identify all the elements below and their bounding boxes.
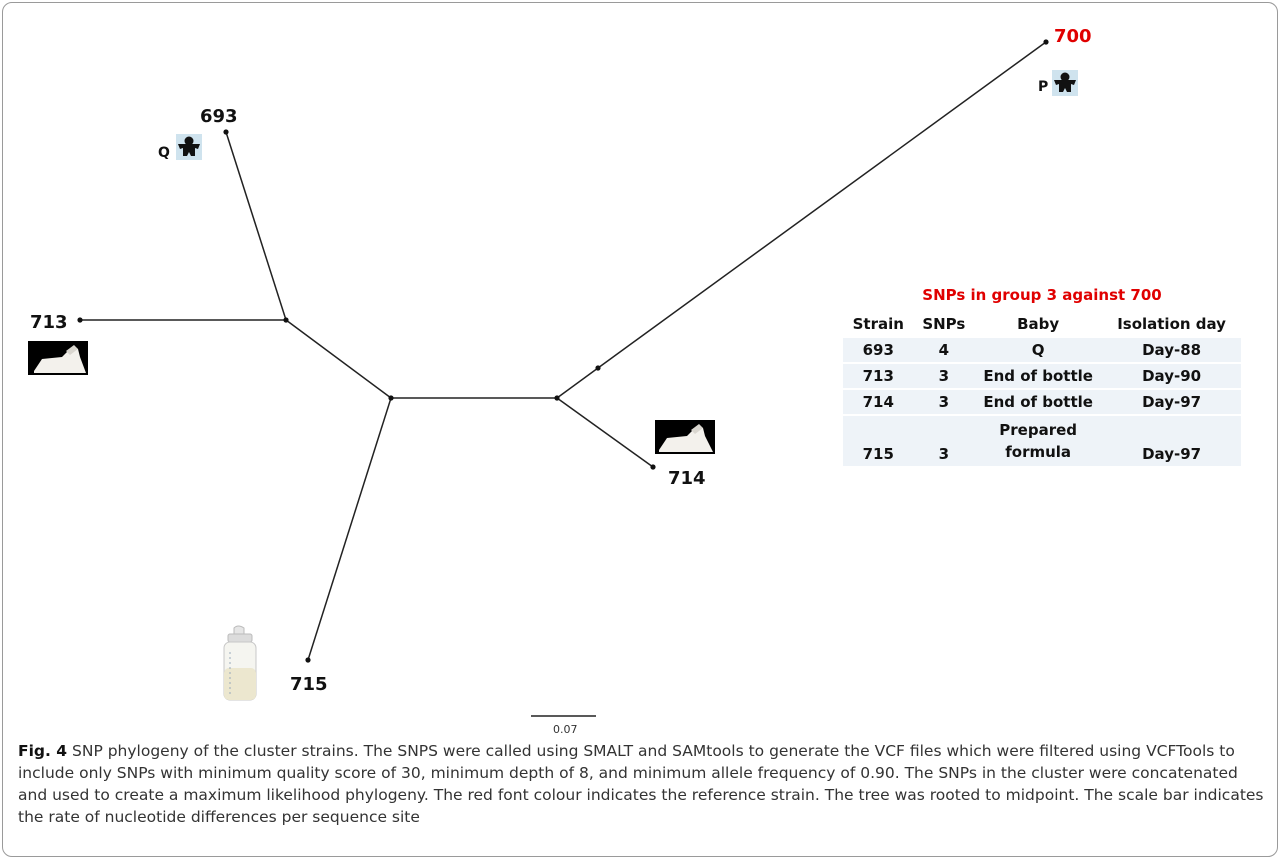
cell-strain: 715: [843, 416, 914, 466]
branch-700-stem: [556, 367, 599, 399]
table-row: 714 3 End of bottle Day-97: [843, 390, 1241, 414]
cell-strain: 693: [843, 338, 914, 362]
cell-strain: 713: [843, 364, 914, 388]
tip-node-715: [305, 657, 311, 663]
tip-node-714: [650, 464, 656, 470]
cell-baby: Q: [974, 338, 1103, 362]
cell-snps: 3: [913, 390, 975, 414]
tip-label-693: 693: [200, 106, 238, 127]
internal-node-d: [595, 365, 601, 371]
table-row: 715 3 Prepared formula Day-97: [843, 416, 1241, 466]
header-isolation-day: Isolation day: [1102, 312, 1241, 336]
header-strain: Strain: [843, 312, 914, 336]
cell-baby: Prepared formula: [974, 416, 1103, 466]
branch-700: [597, 41, 1047, 369]
tip-label-713: 713: [30, 312, 68, 333]
baby-icon-700: [1052, 70, 1078, 96]
tip-label-715: 715: [290, 674, 328, 695]
tip-node-713: [77, 317, 83, 323]
table-row: 693 4 Q Day-88: [843, 338, 1241, 362]
caption-label: Fig. 4: [18, 742, 68, 760]
cell-baby: End of bottle: [974, 364, 1103, 388]
cell-baby: End of bottle: [974, 390, 1103, 414]
scale-bar-label: 0.07: [553, 723, 578, 736]
branch-714: [556, 397, 654, 468]
bottle-end-icon-713: [28, 341, 88, 375]
feeding-bottle-icon-715: [223, 625, 257, 701]
branch-715: [307, 397, 392, 661]
cell-isolation-day: Day-88: [1102, 338, 1241, 362]
baby-icon-693: [176, 134, 202, 160]
internal-node-a: [283, 317, 289, 323]
snp-table-title: SNPs in group 3 against 700: [922, 286, 1162, 304]
cell-snps: 3: [913, 364, 975, 388]
tip-label-714: 714: [668, 468, 706, 489]
bottle-end-icon-714: [655, 420, 715, 454]
caption-text: SNP phylogeny of the cluster strains. Th…: [18, 742, 1264, 826]
table-row: 713 3 End of bottle Day-90: [843, 364, 1241, 388]
baby-letter-p: P: [1038, 79, 1048, 95]
tip-node-700: [1043, 39, 1049, 45]
cell-isolation-day: Day-97: [1102, 416, 1241, 466]
branch-internal-left: [285, 319, 392, 399]
baby-letter-q: Q: [158, 145, 170, 161]
cell-snps: 4: [913, 338, 975, 362]
internal-node-c: [554, 395, 560, 401]
snp-table: Strain SNPs Baby Isolation day 693 4 Q D…: [843, 310, 1241, 468]
figure-caption: Fig. 4 SNP phylogeny of the cluster stra…: [18, 740, 1268, 828]
header-snps: SNPs: [913, 312, 975, 336]
cell-snps: 3: [913, 416, 975, 466]
cell-strain: 714: [843, 390, 914, 414]
tip-node-693: [223, 129, 229, 135]
cell-isolation-day: Day-90: [1102, 364, 1241, 388]
header-baby: Baby: [974, 312, 1103, 336]
internal-node-b: [388, 395, 394, 401]
cell-isolation-day: Day-97: [1102, 390, 1241, 414]
tip-label-700: 700: [1054, 26, 1092, 47]
branch-693: [225, 131, 287, 321]
